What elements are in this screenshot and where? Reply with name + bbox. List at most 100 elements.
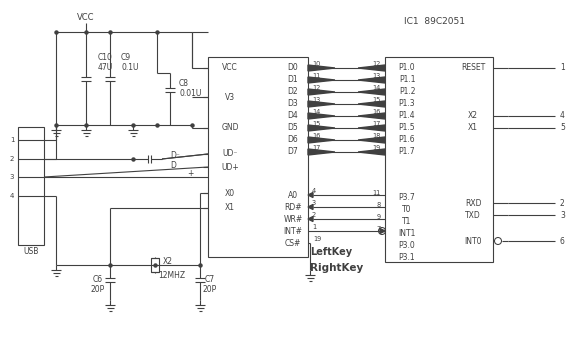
Text: X2: X2 xyxy=(163,257,173,265)
Polygon shape xyxy=(308,149,335,155)
Polygon shape xyxy=(308,65,335,71)
Text: 0.01U: 0.01U xyxy=(179,88,201,97)
Polygon shape xyxy=(380,228,385,234)
Text: 8: 8 xyxy=(377,202,381,208)
Polygon shape xyxy=(358,89,385,95)
Text: 3: 3 xyxy=(560,211,565,220)
Text: 1: 1 xyxy=(10,137,14,143)
Text: 47U: 47U xyxy=(98,63,113,72)
Text: T0: T0 xyxy=(402,204,412,213)
Text: 15: 15 xyxy=(373,97,381,103)
Polygon shape xyxy=(308,113,335,119)
Text: 13: 13 xyxy=(312,97,320,103)
Polygon shape xyxy=(308,137,335,143)
Bar xyxy=(208,57,308,257)
Text: 16: 16 xyxy=(373,109,381,115)
Text: P1.1: P1.1 xyxy=(398,75,415,84)
Text: D0: D0 xyxy=(288,63,298,72)
Text: 1: 1 xyxy=(560,63,565,72)
Text: 11: 11 xyxy=(373,190,381,196)
Text: 0.1U: 0.1U xyxy=(121,63,139,72)
Text: INT#: INT# xyxy=(283,226,302,236)
Text: T1: T1 xyxy=(402,216,412,225)
Text: D1: D1 xyxy=(288,75,298,84)
Text: C9: C9 xyxy=(121,54,131,62)
Text: 11: 11 xyxy=(312,73,320,79)
Text: C10: C10 xyxy=(98,54,113,62)
Text: C6: C6 xyxy=(93,274,103,284)
Text: TXD: TXD xyxy=(465,211,481,220)
Text: D2: D2 xyxy=(288,87,298,96)
Polygon shape xyxy=(358,137,385,143)
Text: D5: D5 xyxy=(288,123,298,132)
Text: C7: C7 xyxy=(205,274,215,284)
Polygon shape xyxy=(358,149,385,155)
Text: WR#: WR# xyxy=(283,214,302,224)
Text: D3: D3 xyxy=(288,99,298,108)
Text: 2: 2 xyxy=(312,212,316,218)
Text: 17: 17 xyxy=(373,121,381,127)
Text: V3: V3 xyxy=(225,93,235,102)
Text: X1: X1 xyxy=(225,203,235,213)
Text: 10: 10 xyxy=(312,61,320,67)
Text: IC1  89C2051: IC1 89C2051 xyxy=(404,17,466,26)
Text: 1: 1 xyxy=(312,224,316,230)
Text: USB: USB xyxy=(24,248,39,257)
Text: LeftKey: LeftKey xyxy=(310,247,352,257)
Text: 4: 4 xyxy=(312,188,316,194)
Bar xyxy=(151,258,159,272)
Text: 2: 2 xyxy=(560,199,565,208)
Bar xyxy=(18,127,44,245)
Text: RD#: RD# xyxy=(284,202,302,212)
Text: INT1: INT1 xyxy=(398,228,416,237)
Text: 19: 19 xyxy=(373,145,381,151)
Text: X0: X0 xyxy=(225,189,235,198)
Polygon shape xyxy=(308,89,335,95)
Text: X2: X2 xyxy=(468,111,478,120)
Text: 16: 16 xyxy=(312,133,320,139)
Text: D6: D6 xyxy=(288,135,298,144)
Text: 15: 15 xyxy=(312,121,320,127)
Polygon shape xyxy=(308,77,335,83)
Text: D7: D7 xyxy=(288,147,298,156)
Text: P1.4: P1.4 xyxy=(398,111,415,120)
Text: 12MHZ: 12MHZ xyxy=(158,271,185,280)
Text: 17: 17 xyxy=(312,145,320,151)
Text: 2: 2 xyxy=(10,156,14,162)
Text: 20P: 20P xyxy=(203,284,217,294)
Text: P1.6: P1.6 xyxy=(398,135,415,144)
Text: P1.0: P1.0 xyxy=(398,63,415,72)
Text: 14: 14 xyxy=(373,85,381,91)
Text: P1.7: P1.7 xyxy=(398,147,415,156)
Text: 7: 7 xyxy=(377,226,381,232)
Text: 4: 4 xyxy=(560,111,565,120)
Polygon shape xyxy=(308,101,335,107)
Text: X1: X1 xyxy=(468,123,478,132)
Text: D⁻: D⁻ xyxy=(170,152,180,161)
Text: P3.1: P3.1 xyxy=(398,252,415,261)
Text: RESET: RESET xyxy=(461,63,485,72)
Text: D4: D4 xyxy=(288,111,298,120)
Text: 4: 4 xyxy=(10,193,14,199)
Text: C8: C8 xyxy=(179,79,189,87)
Text: UD+: UD+ xyxy=(221,163,239,172)
Text: 18: 18 xyxy=(373,133,381,139)
Text: VCC: VCC xyxy=(222,63,238,72)
Polygon shape xyxy=(358,65,385,71)
Polygon shape xyxy=(358,101,385,107)
Text: GND: GND xyxy=(221,123,239,132)
Text: 14: 14 xyxy=(312,109,320,115)
Polygon shape xyxy=(308,204,313,210)
Text: +: + xyxy=(187,169,193,178)
Text: D: D xyxy=(170,161,176,169)
Text: UD⁻: UD⁻ xyxy=(223,150,237,158)
Text: CS#: CS# xyxy=(285,238,301,248)
Polygon shape xyxy=(358,125,385,131)
Text: 20P: 20P xyxy=(91,284,105,294)
Text: 13: 13 xyxy=(373,73,381,79)
Text: VCC: VCC xyxy=(77,13,95,23)
Polygon shape xyxy=(308,125,335,131)
Polygon shape xyxy=(358,77,385,83)
Bar xyxy=(385,57,493,262)
Polygon shape xyxy=(308,216,313,222)
